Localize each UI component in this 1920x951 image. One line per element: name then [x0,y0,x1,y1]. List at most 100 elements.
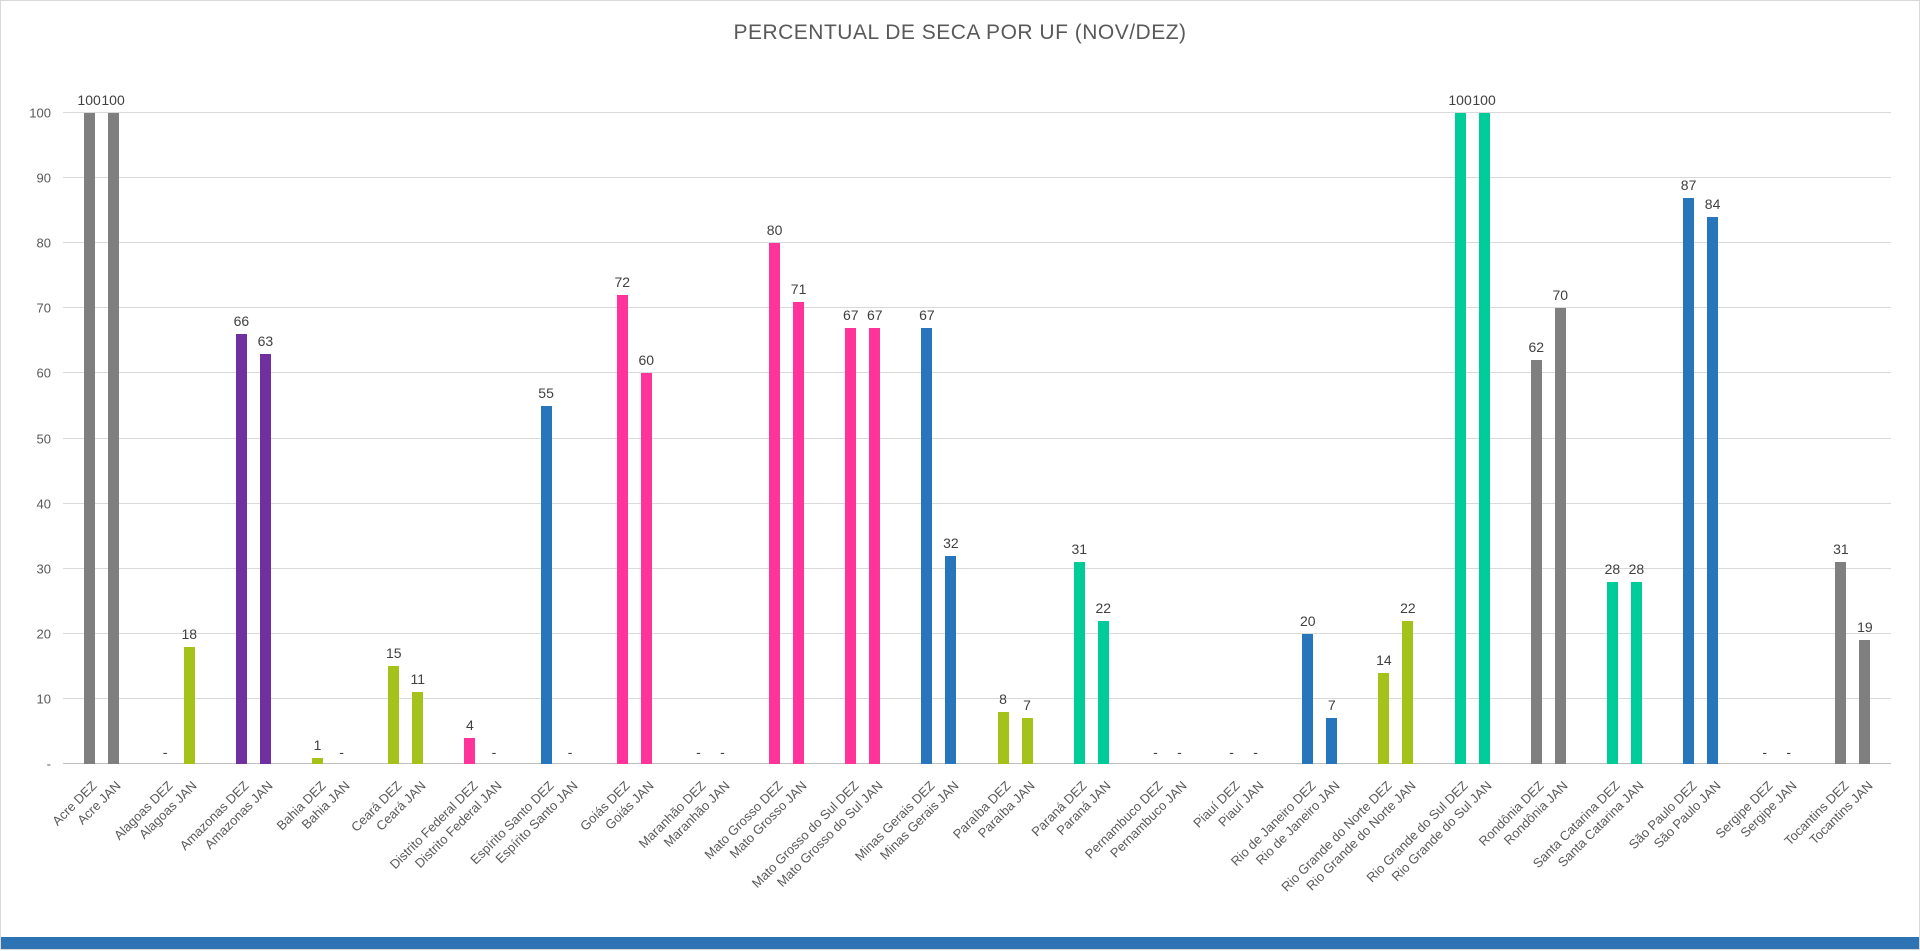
data-label: 70 [1552,287,1569,304]
data-label: 22 [1400,599,1416,616]
gridline [63,437,1891,439]
bar [1073,562,1085,764]
data-label: 32 [943,534,959,551]
y-tick-label: 30 [36,561,51,577]
y-tick-label: - [46,756,51,772]
gridline [63,567,1891,569]
data-label: 87 [1680,176,1697,193]
data-label: 72 [614,274,631,291]
data-label: - [1786,744,1792,760]
bar [1478,113,1490,764]
gridline [63,112,1891,113]
bar [1530,360,1542,764]
data-label: 67 [842,306,859,323]
bar [616,295,628,764]
data-label: 15 [385,645,402,662]
bar [1630,581,1642,764]
bar [540,405,552,764]
bar [1378,672,1390,764]
bar [1859,640,1871,764]
bar [412,692,424,764]
data-label: 71 [790,280,807,297]
data-label: 67 [919,306,935,323]
y-tick-label: 80 [36,235,51,251]
bar [388,666,400,764]
y-tick-label: 40 [36,496,51,512]
data-label: 31 [1071,541,1088,558]
y-tick-label: 50 [36,431,51,446]
chart-title: PERCENTUAL DE SECA POR UF (NOV/DEZ) [733,21,1187,44]
data-label: 8 [999,690,1007,707]
x-axis-line [63,763,1891,764]
y-tick-label: 60 [36,365,51,381]
data-label: 7 [1023,697,1031,714]
data-label: - [1177,744,1182,760]
bar [312,757,324,764]
gridline [63,307,1891,309]
bar [1302,633,1314,764]
plot-area: -10 20 30 40 50 60 70 80 90 100 100 100-18 66 63 1-15… [29,92,1891,772]
gridline [63,372,1891,374]
data-label: 31 [1833,541,1849,558]
bar [1707,217,1719,764]
bar [235,334,247,764]
y-tick-label: 20 [36,626,51,642]
data-label: - [720,744,725,760]
data-label: - [491,744,497,760]
bar [183,646,195,764]
data-label: - [1153,744,1158,760]
data-label: 100 [1448,92,1472,108]
data-label: 19 [1857,619,1873,636]
data-label: 14 [1376,651,1392,668]
data-label: 100 [77,92,101,108]
data-label: 11 [410,671,426,688]
x-axis-labels: Acre DEZ Acre JAN Alagoas DEZ Alagoas JAN Am… [49,770,1891,930]
bar [1835,562,1847,764]
data-label: 60 [638,352,655,369]
data-label: 4 [466,716,474,733]
data-label: 28 [1628,560,1645,577]
gridline [63,177,1891,179]
bar [997,711,1009,764]
gridlines [63,112,1891,764]
data-label: 80 [766,222,783,239]
bar [1021,718,1033,764]
y-axis-labels: - 10 20 30 40 50 60 70 80 90 100 [29,106,1891,772]
y-tick-label: 10 [36,691,51,707]
bar [921,327,933,764]
data-label: 55 [538,384,554,401]
gridline [63,502,1891,504]
data-label: 22 [1095,599,1112,616]
x-axis-label: Tocantins JAN [1806,778,1876,848]
data-label: 7 [1327,697,1336,714]
data-label: 28 [1604,560,1621,577]
data-label: 18 [181,625,198,642]
gridline [63,697,1891,699]
gridline [63,632,1891,634]
data-label: 100 [101,92,125,108]
bar [464,737,476,764]
bar [640,373,652,764]
data-label: - [1253,744,1258,760]
data-label: 100 [1472,92,1496,108]
data-label: - [1229,744,1234,760]
y-tick-label: 100 [29,105,51,121]
bar [793,301,805,764]
data-label: - [567,744,573,760]
data-label: 62 [1528,339,1545,356]
bar [1683,197,1695,764]
data-label: 66 [233,313,250,330]
data-label: 67 [866,306,883,323]
bars-layer: 100 100-18 66 63 1-15 11 4-55-72 60- -80 71 67 67 67… [63,92,1891,764]
data-label: - [339,744,344,760]
data-label: - [696,744,701,760]
bar [1554,308,1566,764]
bar [945,555,957,764]
y-tick-label: 90 [36,170,51,186]
data-label: 20 [1299,612,1316,629]
bar [869,327,881,764]
gridline [63,242,1891,244]
bar [1402,620,1414,764]
bar [1606,581,1618,764]
